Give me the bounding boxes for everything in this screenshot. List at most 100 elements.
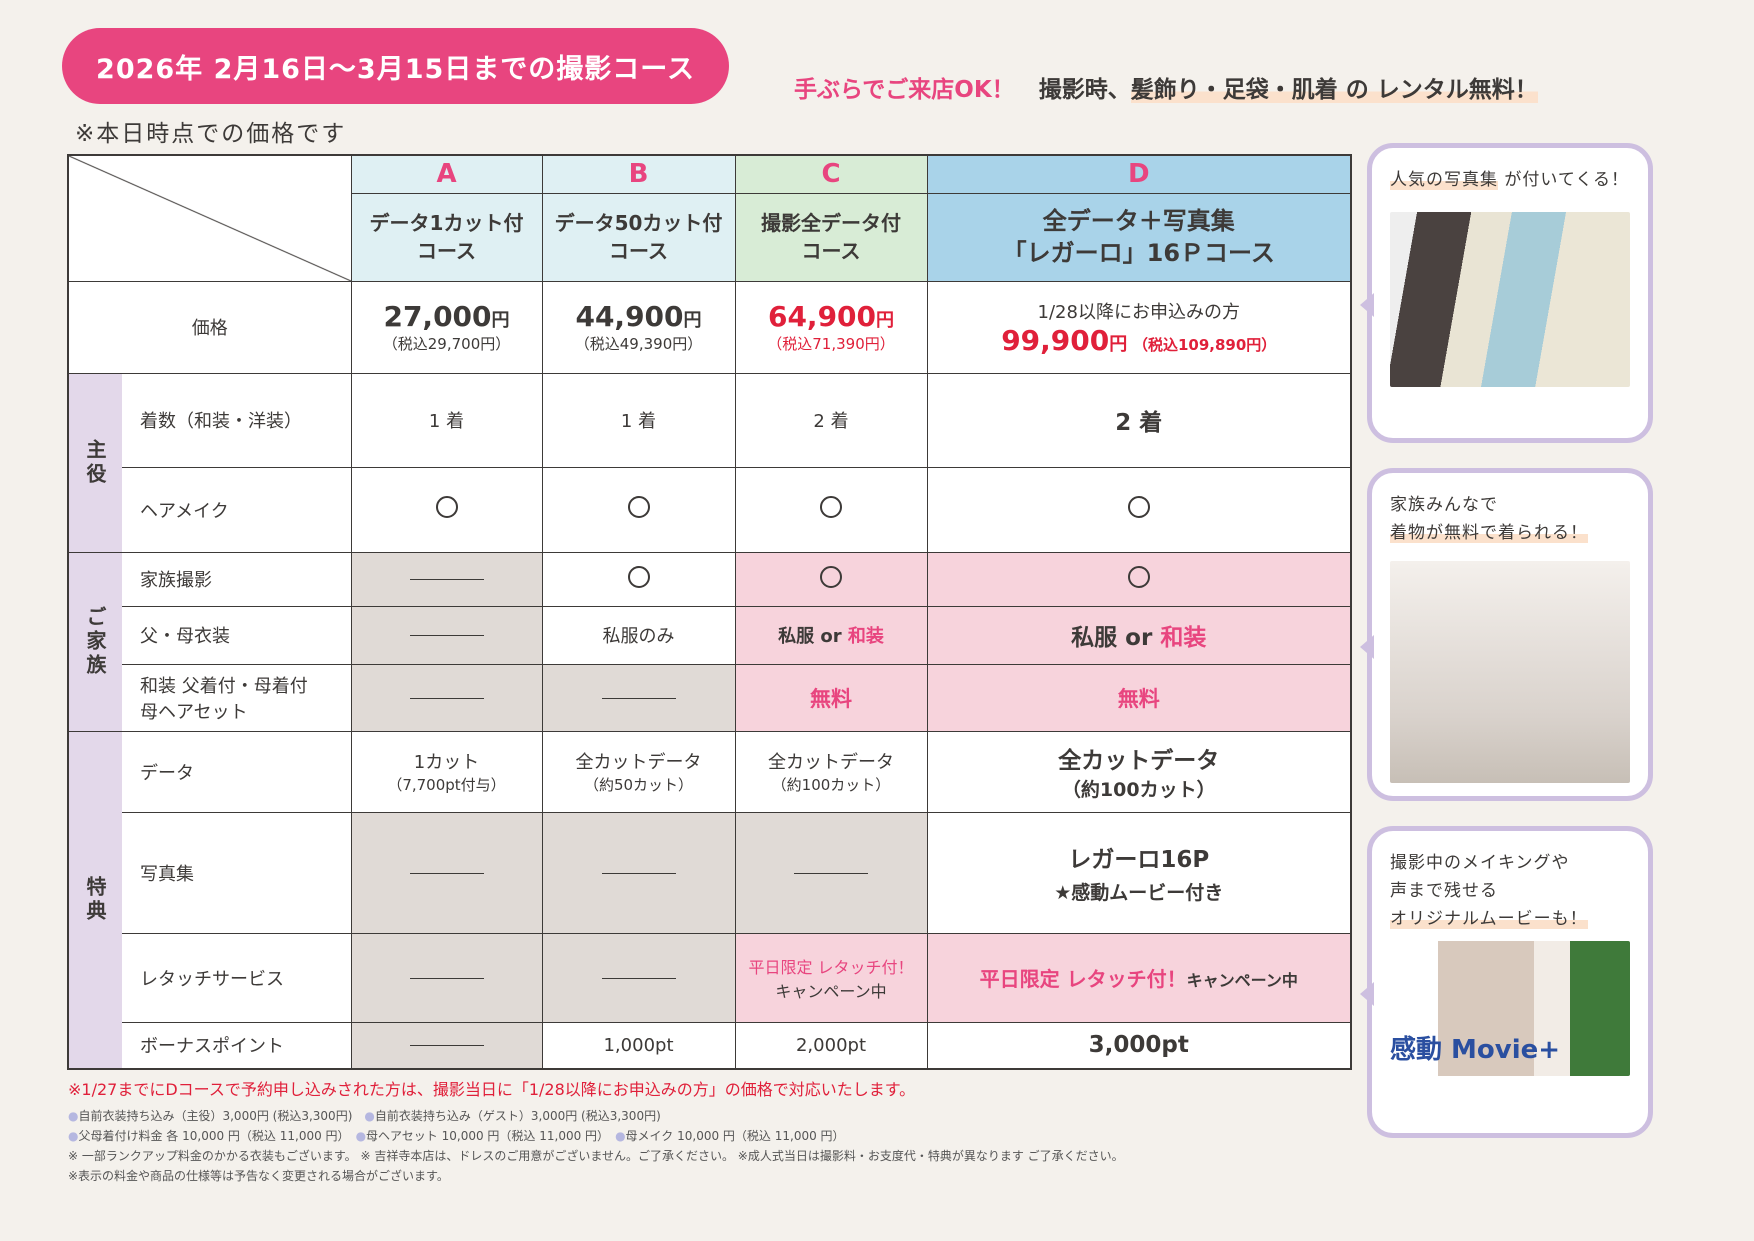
side-callout-movie: 撮影中のメイキングや 声まで残せる オリジナルムービーも！ 感動 Movie+	[1360, 826, 1653, 1138]
name-line: 全データ＋写真集	[1042, 207, 1235, 235]
category-main: 主役	[67, 372, 122, 553]
label-data: データ	[122, 730, 352, 813]
dash-icon	[601, 872, 676, 874]
name-line: 撮影全データ付	[761, 211, 901, 235]
tax-price: （税込71,390円）	[767, 335, 895, 353]
hair-b	[541, 466, 736, 553]
course-d-name: 全データ＋写真集 「レガーロ」16Ｐコース	[926, 192, 1352, 282]
retouch-a	[350, 932, 543, 1023]
tagline-pink: 手ぶらでご来店OK！	[794, 77, 1015, 103]
price-condition: 1/28以降にお申込みの方	[1037, 301, 1240, 323]
name-line: データ1カット付	[369, 211, 524, 235]
album-name: レガーロ16P	[1068, 847, 1210, 873]
movie-photo: 感動 Movie+	[1390, 941, 1630, 1076]
album-photo	[1390, 212, 1630, 387]
price-label: 価格	[67, 280, 352, 374]
movie-logo: 感動 Movie+	[1390, 1035, 1561, 1065]
footer-red-note: ※1/27までにDコースで予約申し込みされた方は、撮影当日に「1/28以降にお申…	[68, 1080, 916, 1099]
course-c-letter: C	[734, 154, 928, 194]
kimono-c: 無料	[734, 663, 928, 732]
footer-note: ※表示の料金や商品の仕様等は予告なく変更される場合がございます。	[68, 1169, 449, 1183]
name-line: データ50カット付	[554, 211, 723, 235]
wasou: 和装	[847, 626, 884, 647]
callout-highlight: 着物が無料で着られる！	[1390, 523, 1588, 543]
callout-text: 家族みんなで	[1390, 495, 1498, 515]
circle-icon	[820, 565, 842, 588]
outfits-a: 1 着	[350, 372, 543, 468]
data-d: 全カットデータ （約100カット）	[926, 730, 1352, 813]
label-kimono: 和装 父着付・母着付 母ヘアセット	[122, 663, 352, 732]
circle-icon	[627, 496, 650, 518]
price-d: 1/28以降にお申込みの方 99,900円 （税込109,890円）	[926, 280, 1352, 374]
tagline-text: 撮影時、	[1038, 77, 1131, 103]
tax-price: （税込29,700円）	[382, 335, 511, 353]
dash-icon	[409, 635, 484, 636]
circle-icon	[820, 496, 842, 518]
hair-a	[350, 466, 543, 553]
retouch-line: キャンペーン中	[1186, 971, 1298, 990]
label-hair: ヘアメイク	[122, 466, 352, 553]
yen: 円	[1109, 333, 1128, 355]
callout-text: 声まで残せる	[1390, 881, 1498, 901]
callout-highlight: オリジナルムービーも！	[1390, 909, 1588, 929]
data-sub: （約50カット）	[583, 776, 694, 794]
outfits-b: 1 着	[541, 372, 736, 468]
parent-outfit-c: 私服 or 和装	[734, 605, 928, 665]
bonus-c: 2,000pt	[734, 1021, 928, 1070]
price-value: 99,900	[1001, 323, 1110, 357]
campaign-banner: 2026年 2月16日〜3月15日までの撮影コース	[62, 28, 729, 104]
category-family: ご家族	[67, 551, 122, 732]
circle-icon	[1127, 496, 1150, 518]
family-photo-b	[541, 551, 736, 607]
hair-d	[926, 466, 1352, 553]
course-b-letter: B	[541, 154, 736, 194]
data-line: 全カットデータ	[575, 752, 702, 773]
family-photo	[1390, 561, 1630, 783]
fee-item: 母メイク 10,000 円（税込 11,000 円）	[625, 1129, 845, 1143]
dash-icon	[601, 977, 676, 979]
album-movie: ★感動ムービー付き	[1054, 882, 1224, 904]
price-value: 27,000	[383, 300, 492, 333]
name-line: コース	[609, 239, 668, 263]
album-a	[350, 811, 543, 934]
kimono-b	[541, 663, 736, 732]
parent-outfit-a	[350, 605, 543, 665]
retouch-b	[541, 932, 736, 1023]
retouch-line: キャンペーン中	[775, 981, 887, 1001]
album-b	[541, 811, 736, 934]
tagline-highlight: 髪飾り・足袋・肌着 の レンタル無料！	[1130, 77, 1538, 103]
callout-highlight: 人気の写真集	[1390, 170, 1498, 190]
circle-icon	[1127, 565, 1150, 588]
label-parent-outfit: 父・母衣装	[122, 605, 352, 665]
family-photo-c	[734, 551, 928, 607]
yen: 円	[876, 310, 895, 331]
data-sub: （7,700pt付与）	[387, 776, 506, 794]
retouch-d: 平日限定 レタッチ付！キャンペーン中	[926, 932, 1352, 1023]
price-a: 27,000円 （税込29,700円）	[350, 280, 543, 374]
data-line: 全カットデータ	[1058, 748, 1220, 774]
price-b: 44,900円 （税込49,390円）	[541, 280, 736, 374]
diagonal-corner	[67, 154, 352, 282]
tax-price: （税込109,890円）	[1132, 335, 1277, 354]
course-c-name: 撮影全データ付 コース	[734, 192, 928, 282]
dash-icon	[409, 977, 484, 979]
bonus-d: 3,000pt	[926, 1021, 1352, 1070]
retouch-line: 平日限定 レタッチ付！	[979, 967, 1187, 991]
dash-icon	[409, 697, 484, 699]
fee-item: 母ヘアセット 10,000 円（税込 11,000 円）	[366, 1129, 604, 1143]
name-line: コース	[801, 239, 861, 263]
dash-icon	[794, 872, 868, 874]
category-perks: 特典	[67, 730, 122, 1070]
album-d: レガーロ16P ★感動ムービー付き	[926, 811, 1352, 934]
data-line: 全カットデータ	[768, 752, 894, 773]
album-c	[734, 811, 928, 934]
family-photo-d	[926, 551, 1352, 607]
label-family-photo: 家族撮影	[122, 551, 352, 607]
data-b: 全カットデータ （約50カット）	[541, 730, 736, 813]
circle-icon	[435, 496, 458, 518]
dash-icon	[409, 579, 484, 580]
bonus-b: 1,000pt	[541, 1021, 736, 1070]
parent-outfit-d: 私服 or 和装	[926, 605, 1352, 665]
outfits-c: 2 着	[734, 372, 928, 468]
price-value: 64,900	[767, 300, 877, 333]
